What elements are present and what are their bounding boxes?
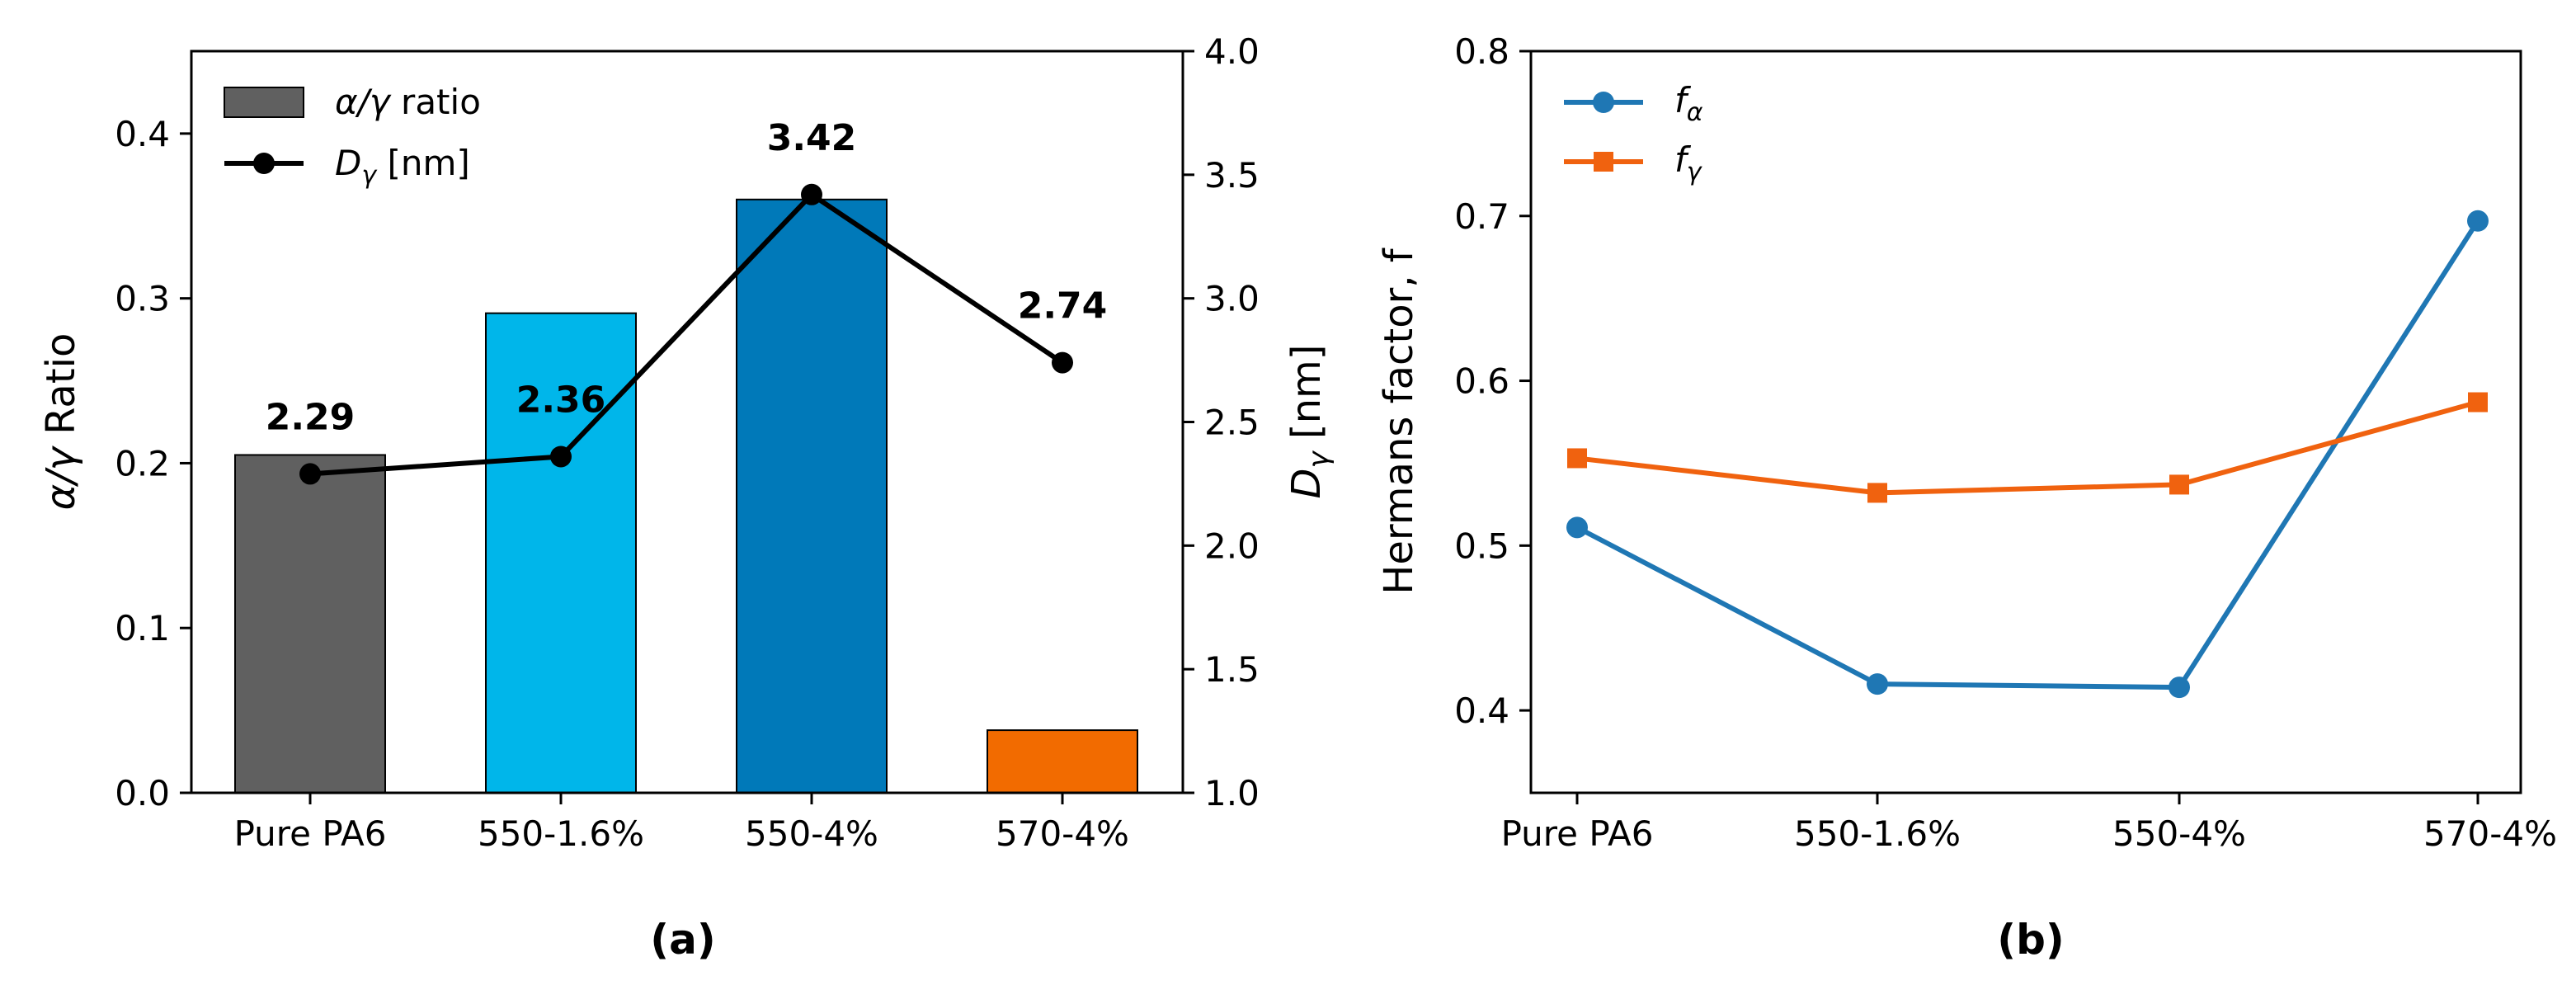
panel-a-label: (a) — [650, 916, 715, 964]
f-gamma-point-4 — [2468, 392, 2488, 412]
panel-b-series — [1566, 210, 2489, 699]
panel-a-x-axis: Pure PA6 550-1.6% 550-4% 570-4% — [234, 793, 1129, 854]
f-alpha-point-2 — [1867, 673, 1888, 695]
legend-line-marker — [253, 153, 275, 174]
right-tick-label: 2.5 — [1204, 403, 1260, 443]
bar-4 — [987, 729, 1138, 794]
f-alpha-point-1 — [1566, 516, 1588, 539]
y-tick-label: 0.4 — [1454, 691, 1509, 731]
y-tick-label: 0.7 — [1454, 196, 1509, 237]
panel-b-frame — [1529, 50, 2522, 794]
left-tick-label: 0.2 — [115, 443, 170, 483]
right-tick-label: 3.0 — [1204, 279, 1260, 319]
f-alpha-point-4 — [2467, 210, 2489, 232]
panel-b-x-axis: Pure PA6 550-1.6% 550-4% 570-4% — [1501, 793, 2557, 854]
y-tick-label: 0.5 — [1454, 526, 1509, 566]
left-tick-label: 0.3 — [115, 279, 170, 319]
y-tick-label: 0.8 — [1454, 31, 1509, 72]
panel-a-right-axis: 1.0 1.5 2.0 2.5 3.0 3.5 4.0 — [1183, 31, 1260, 813]
left-tick-label: 0.1 — [115, 608, 170, 648]
dgamma-point-4 — [1052, 351, 1073, 374]
panel-a-left-axis-title: α/γ Ratio — [38, 333, 84, 511]
x-tick-label: 550-4% — [745, 813, 878, 854]
legend-f-gamma-label: fγ — [1674, 139, 1703, 186]
bar-2 — [485, 312, 637, 794]
x-tick-label: Pure PA6 — [234, 813, 387, 854]
panel-a-right-axis-title: Dγ [nm] — [1283, 345, 1335, 499]
panel-a-left-axis: 0.0 0.1 0.2 0.3 0.4 — [115, 114, 191, 813]
f-gamma-point-2 — [1867, 483, 1887, 503]
bar-1 — [234, 454, 386, 794]
dgamma-point-3 — [801, 183, 822, 205]
dgamma-data-label-3: 3.42 — [767, 117, 857, 159]
f-alpha-line — [1575, 219, 2480, 691]
x-tick-label: 550-1.6% — [1794, 813, 1961, 854]
panel-b-y-axis-title: Hermans factor, f — [1376, 248, 1422, 595]
dgamma-point-2 — [550, 446, 572, 468]
panel-a-line — [299, 183, 1073, 485]
x-tick-label: 570-4% — [996, 813, 1129, 854]
legend-f-gamma-marker — [1594, 152, 1613, 172]
panel-a-data-labels: 2.29 2.36 3.42 2.74 — [266, 117, 1108, 439]
f-gamma-point-1 — [1567, 448, 1587, 469]
x-tick-label: 550-1.6% — [478, 813, 644, 854]
f-gamma-point-3 — [2169, 474, 2189, 495]
dgamma-line — [309, 191, 1064, 477]
right-tick-label: 1.0 — [1204, 773, 1260, 813]
panel-a-legend: α/γ ratio Dγ [nm] — [224, 82, 481, 190]
panel-a-bars — [234, 198, 1138, 794]
panel-b-legend: fα fγ — [1564, 80, 1703, 186]
left-tick-label: 0.0 — [115, 773, 170, 813]
f-gamma-line — [1576, 399, 2479, 496]
y-tick-label: 0.6 — [1454, 361, 1509, 402]
bar-3 — [736, 198, 888, 794]
panel-b-y-axis: 0.4 0.5 0.6 0.7 0.8 — [1454, 31, 1531, 731]
dgamma-data-label-2: 2.36 — [516, 379, 606, 421]
panel-a-chart: 2.29 2.36 3.42 2.74 0.0 0.1 0.2 0.3 0.4 1.0 1.5 2… — [38, 31, 1335, 964]
legend-bar-label: α/γ ratio — [335, 82, 481, 122]
right-tick-label: 4.0 — [1204, 31, 1260, 72]
legend-f-alpha-label: fα — [1674, 80, 1703, 127]
dgamma-data-label-4: 2.74 — [1018, 285, 1108, 328]
legend-bar-swatch — [224, 87, 304, 118]
x-tick-label: 570-4% — [2423, 813, 2557, 854]
legend-f-alpha-marker — [1593, 92, 1614, 113]
dgamma-point-1 — [299, 463, 321, 485]
x-tick-label: 550-4% — [2112, 813, 2246, 854]
legend-line-label: Dγ [nm] — [335, 143, 470, 190]
left-tick-label: 0.4 — [115, 114, 170, 154]
dgamma-data-label-1: 2.29 — [266, 396, 356, 438]
right-tick-label: 2.0 — [1204, 526, 1260, 566]
right-tick-label: 3.5 — [1204, 155, 1260, 196]
panel-b-label: (b) — [1997, 916, 2065, 964]
panel-b-chart: 0.4 0.5 0.6 0.7 0.8 Pure PA6 550-1.6% 550-4% 57… — [1376, 31, 2557, 964]
x-tick-label: Pure PA6 — [1501, 813, 1654, 854]
right-tick-label: 1.5 — [1204, 649, 1260, 690]
f-alpha-point-3 — [2169, 676, 2190, 699]
